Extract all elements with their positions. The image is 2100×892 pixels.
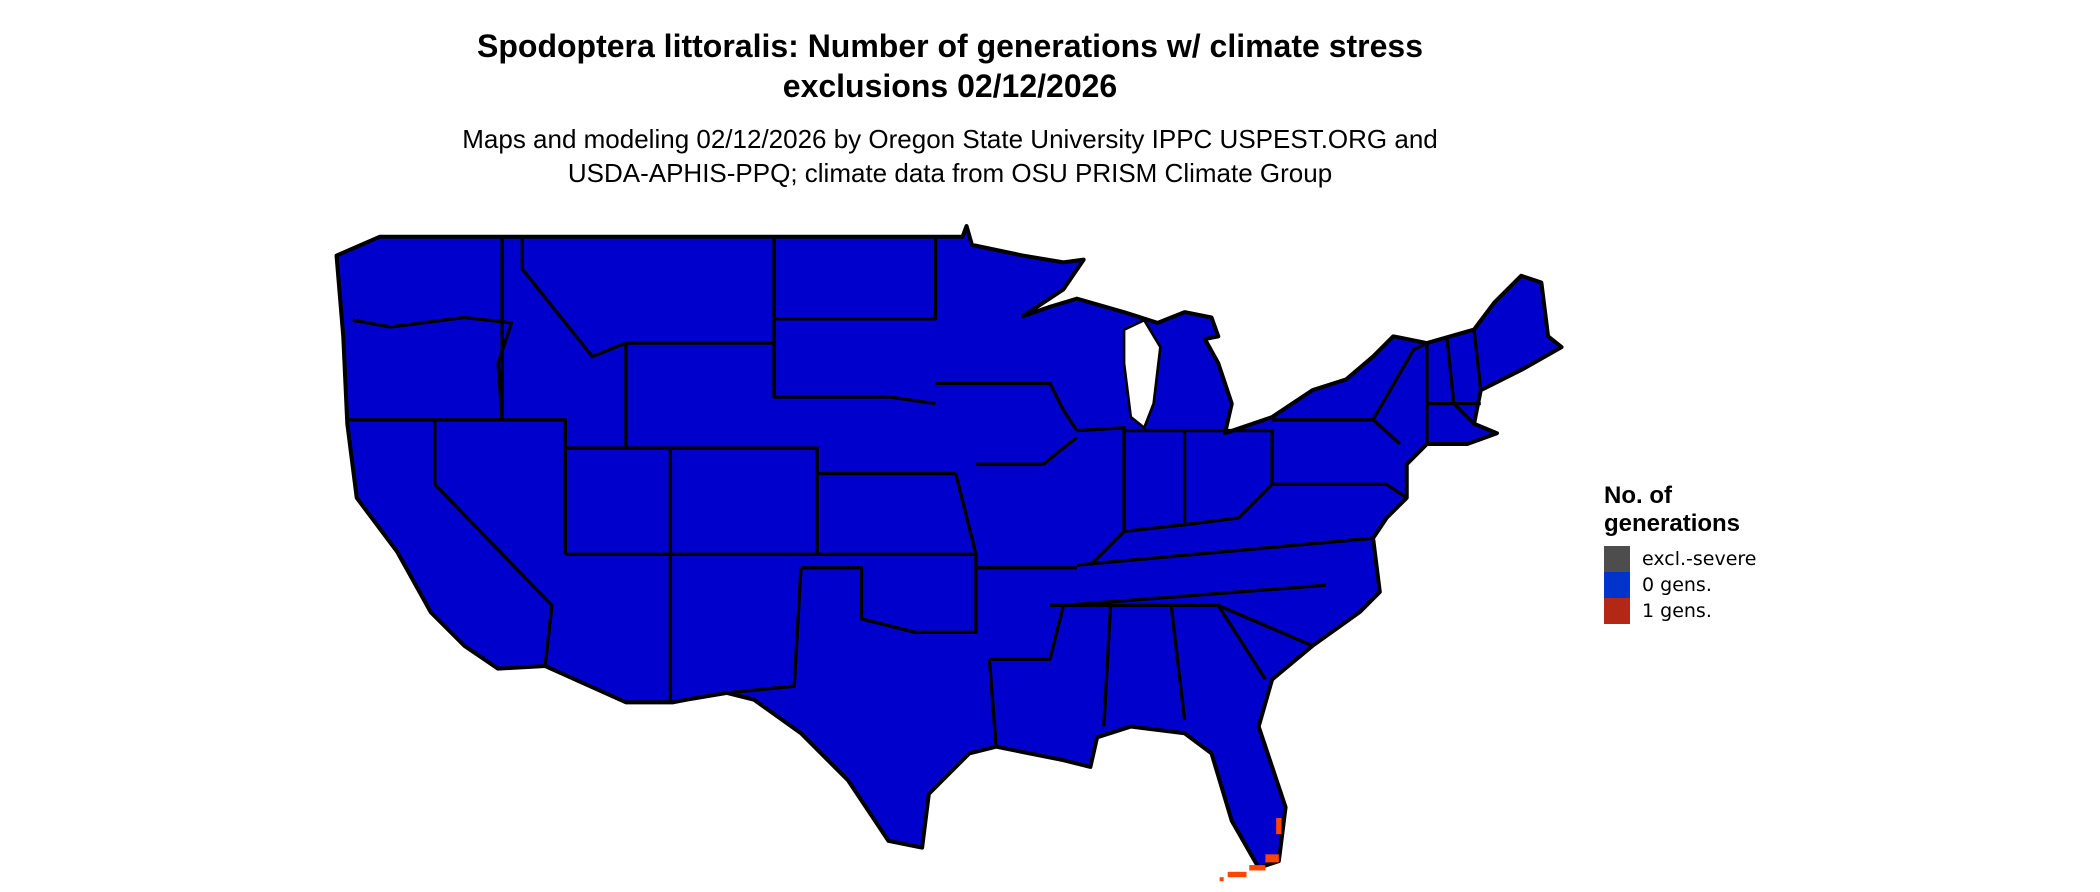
us-outline xyxy=(334,224,1564,870)
legend-item: 1 gens. xyxy=(1604,598,1757,624)
map-subtitle: Maps and modeling 02/12/2026 by Oregon S… xyxy=(0,122,1900,190)
legend-title-line-1: No. of xyxy=(1604,482,1672,509)
legend-label: 0 gens. xyxy=(1642,574,1712,596)
title-line-2: exclusions 02/12/2026 xyxy=(782,68,1118,104)
state-borders xyxy=(347,236,1483,747)
legend-title: No. of generations xyxy=(1604,482,1757,538)
subtitle-line-1: Maps and modeling 02/12/2026 by Oregon S… xyxy=(462,124,1438,154)
legend-title-line-2: generations xyxy=(1604,510,1741,537)
one-generation-area xyxy=(1219,818,1282,882)
subtitle-line-2: USDA-APHIS-PPQ; climate data from OSU PR… xyxy=(567,158,1333,188)
legend-label: 1 gens. xyxy=(1642,600,1712,622)
map-title: Spodoptera littoralis: Number of generat… xyxy=(0,26,1900,106)
legend-swatch xyxy=(1604,572,1630,598)
legend-swatch xyxy=(1604,598,1630,624)
lake-michigan xyxy=(1122,318,1162,430)
title-line-1: Spodoptera littoralis: Number of generat… xyxy=(477,28,1423,64)
legend: No. of generations excl.-severe 0 gens. 1 … xyxy=(1604,482,1757,624)
legend-item: 0 gens. xyxy=(1604,572,1757,598)
legend-item: excl.-severe xyxy=(1604,546,1757,572)
legend-swatch xyxy=(1604,546,1630,572)
legend-label: excl.-severe xyxy=(1642,548,1757,570)
